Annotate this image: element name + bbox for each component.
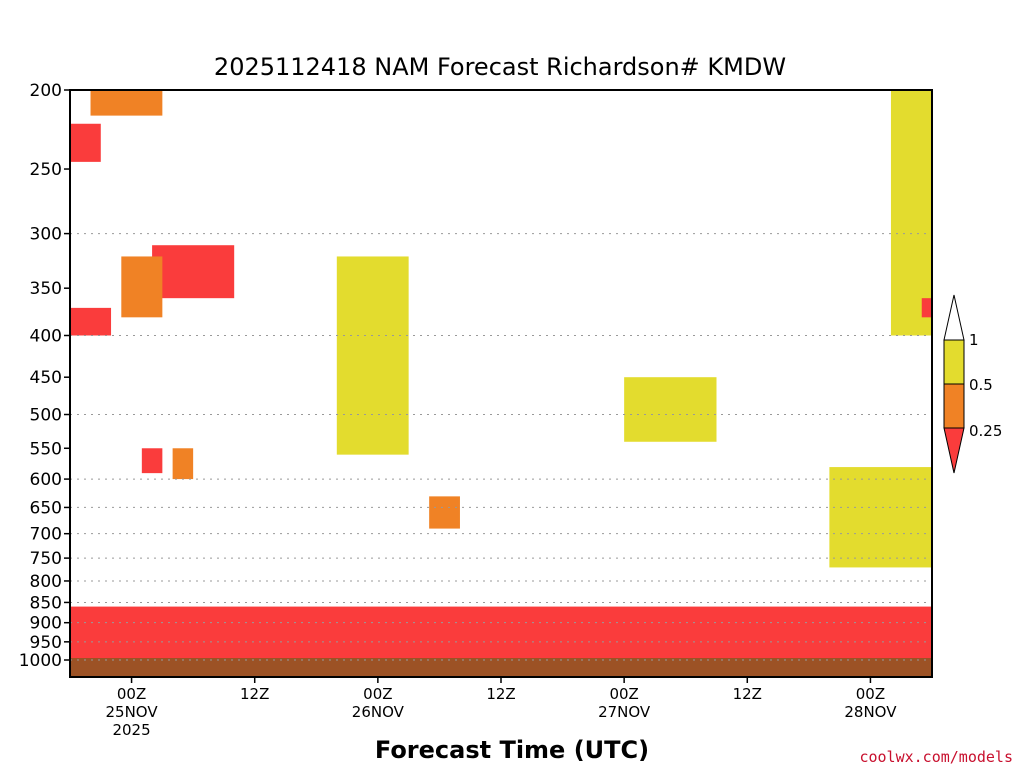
region-upper-mid-orange — [121, 256, 163, 318]
legend-swatch-yellow — [943, 339, 965, 385]
colorbar-legend: 1 0.5 0.25 — [943, 294, 1002, 474]
y-tick-label: 350 — [30, 279, 62, 299]
region-pbl-red — [70, 606, 932, 660]
legend-label: 0.5 — [969, 376, 993, 394]
region-late-upper-red — [921, 298, 932, 318]
region-night1-yellow — [336, 256, 409, 455]
legend-label: 1 — [969, 331, 979, 349]
y-tick-label: 600 — [30, 470, 62, 490]
y-tick-label: 900 — [30, 614, 62, 634]
y-tick-label: 950 — [30, 633, 62, 653]
y-tick-label: 400 — [30, 326, 62, 346]
y-tick-label: 300 — [30, 225, 62, 245]
x-tick-label: 12Z — [733, 685, 762, 703]
plot-fill — [70, 90, 932, 677]
y-tick-label: 250 — [30, 160, 62, 180]
y-tick-label: 1000 — [19, 651, 62, 671]
x-axis-label: Forecast Time (UTC) — [375, 736, 649, 764]
y-tick-label: 800 — [30, 572, 62, 592]
below-ground-layer — [70, 658, 932, 677]
x-tick-label: 12Z — [240, 685, 269, 703]
y-tick-label: 550 — [30, 439, 62, 459]
chart-title: 2025112418 NAM Forecast Richardson# KMDW — [214, 53, 786, 81]
region-late-yellow — [829, 467, 932, 568]
legend-swatch-orange — [943, 383, 965, 429]
region-late-upper-yellow — [890, 90, 932, 336]
x-tick-label: 00Z — [117, 685, 146, 703]
region-day3-yellow — [624, 377, 717, 442]
region-top-orange — [90, 90, 163, 116]
x-tick-label: 2025 — [112, 721, 150, 739]
plot-frame — [69, 89, 933, 678]
x-tick-label: 00Z — [856, 685, 885, 703]
y-tick-label: 200 — [30, 81, 62, 101]
region-upper-left-core — [70, 307, 112, 336]
y-tick-label: 650 — [30, 498, 62, 518]
x-tick-label: 26NOV — [352, 703, 405, 721]
x-tick-label: 27NOV — [598, 703, 651, 721]
y-axis: 200 250 300 350 400 450 500 550 600 650 700 750 8008… — [19, 81, 70, 671]
legend-swatch-red — [943, 427, 965, 474]
y-tick-label: 700 — [30, 525, 62, 545]
x-tick-label: 25NOV — [106, 703, 159, 721]
y-tick-label: 500 — [30, 406, 62, 426]
region-day2-orange — [429, 496, 460, 529]
y-tick-label: 750 — [30, 549, 62, 569]
y-tick-label: 850 — [30, 593, 62, 613]
x-tick-label: 28NOV — [844, 703, 897, 721]
x-tick-label: 12Z — [486, 685, 515, 703]
legend-swatch-top — [943, 294, 965, 341]
region-mid-left-red — [141, 448, 163, 474]
y-tick-label: 450 — [30, 368, 62, 388]
credit-text[interactable]: coolwx.com/models — [859, 748, 1013, 766]
x-tick-label: 00Z — [363, 685, 392, 703]
legend-label: 0.25 — [969, 422, 1002, 440]
region-upper-mid-core — [152, 245, 235, 299]
region-upper-left-unstable — [70, 123, 101, 162]
x-tick-label: 00Z — [609, 685, 638, 703]
region-mid-left-orange — [172, 448, 194, 480]
